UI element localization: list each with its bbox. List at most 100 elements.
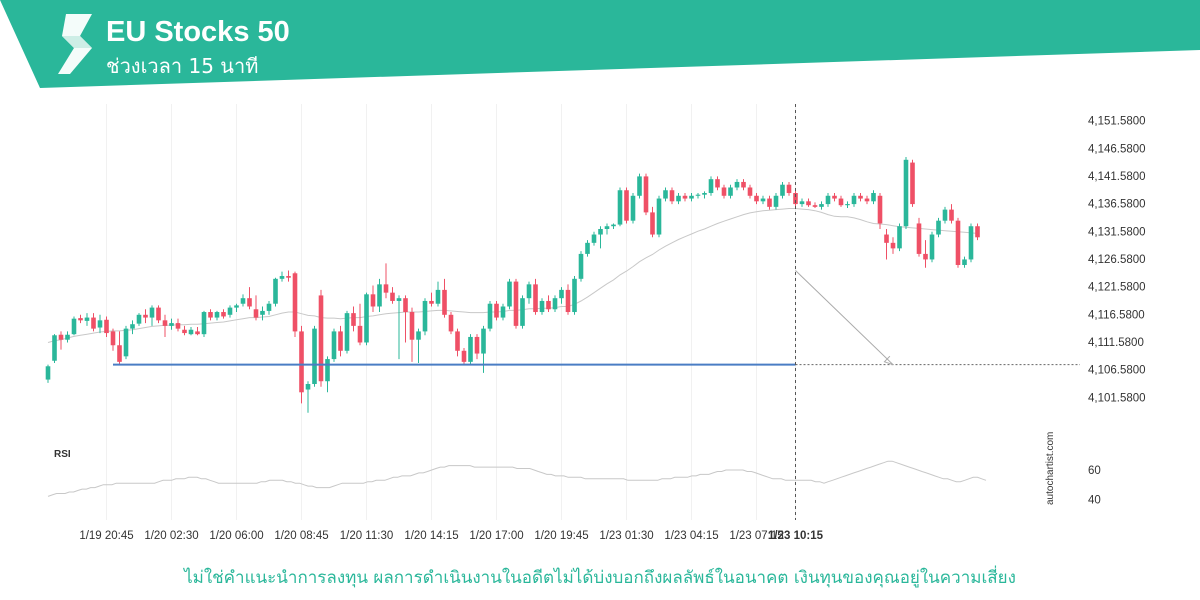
candle bbox=[526, 281, 532, 304]
candle-body bbox=[682, 195, 688, 199]
candle-body bbox=[617, 190, 623, 225]
candle bbox=[897, 223, 902, 252]
candle-body bbox=[474, 336, 480, 354]
candle bbox=[650, 206, 655, 238]
candle-body bbox=[318, 295, 324, 382]
rsi-panel: RSI 60 40 bbox=[47, 449, 1101, 506]
candle bbox=[949, 204, 954, 224]
candle-body bbox=[578, 253, 584, 279]
candle bbox=[273, 277, 278, 307]
candle bbox=[448, 312, 454, 335]
candle bbox=[474, 334, 480, 360]
candle bbox=[559, 287, 564, 304]
candle bbox=[175, 318, 181, 332]
candle-body bbox=[910, 162, 915, 205]
candle-body bbox=[585, 242, 590, 254]
candle-body bbox=[676, 195, 681, 202]
candle bbox=[403, 295, 408, 343]
candle bbox=[689, 193, 694, 202]
candle bbox=[156, 305, 161, 324]
candle-body bbox=[858, 195, 863, 199]
price-tick-label: 4,101.5800 bbox=[1088, 392, 1146, 404]
candle-body bbox=[279, 276, 285, 279]
candle-body bbox=[169, 323, 174, 326]
candle bbox=[630, 193, 636, 224]
time-tick-label: 1/20 11:30 bbox=[340, 530, 394, 542]
candle bbox=[208, 309, 213, 321]
candle bbox=[572, 276, 577, 315]
candle bbox=[429, 292, 434, 307]
candle-body bbox=[253, 309, 259, 318]
candle-body bbox=[890, 242, 896, 249]
candle-body bbox=[942, 209, 948, 221]
candles-group bbox=[45, 157, 980, 413]
candle-body bbox=[97, 320, 103, 328]
candle bbox=[695, 193, 701, 199]
candle bbox=[760, 195, 766, 205]
candle bbox=[344, 310, 350, 354]
candle-body bbox=[780, 184, 785, 196]
candle bbox=[812, 202, 818, 208]
candle-body bbox=[669, 190, 675, 202]
candle bbox=[754, 193, 759, 205]
candle-body bbox=[929, 234, 935, 260]
candle-body bbox=[630, 195, 636, 221]
candle bbox=[728, 184, 733, 199]
candle bbox=[773, 193, 779, 210]
candle bbox=[461, 348, 467, 365]
candle-body bbox=[149, 307, 155, 318]
candle-body bbox=[286, 276, 291, 278]
candle-body bbox=[136, 314, 142, 324]
candle bbox=[923, 240, 928, 268]
candle-body bbox=[292, 273, 298, 332]
candle bbox=[494, 300, 499, 321]
candle bbox=[877, 193, 883, 229]
candle bbox=[838, 195, 844, 207]
candle bbox=[604, 223, 610, 235]
candle bbox=[741, 179, 746, 191]
candle-body bbox=[877, 195, 883, 224]
candle-body bbox=[312, 328, 317, 384]
candle bbox=[110, 328, 116, 351]
candle bbox=[260, 306, 265, 321]
candle-body bbox=[604, 226, 610, 229]
candle-body bbox=[396, 298, 402, 301]
price-tick-label: 4,121.5800 bbox=[1088, 282, 1146, 294]
candle bbox=[864, 195, 870, 205]
candle bbox=[130, 320, 135, 335]
candle bbox=[890, 237, 896, 254]
candle-body bbox=[832, 195, 837, 199]
candle-body bbox=[234, 305, 239, 308]
price-tick-label: 4,146.5800 bbox=[1088, 143, 1146, 155]
time-tick-label: 1/19 20:45 bbox=[79, 530, 133, 542]
candle-body bbox=[91, 317, 96, 329]
candle bbox=[643, 173, 649, 216]
candle-body bbox=[247, 298, 252, 307]
candle bbox=[409, 307, 415, 362]
candle bbox=[819, 201, 824, 210]
candle bbox=[585, 240, 590, 257]
candle bbox=[747, 184, 753, 199]
candle bbox=[84, 313, 90, 326]
candle bbox=[78, 314, 83, 324]
candle-body bbox=[143, 314, 148, 318]
candle-body bbox=[643, 176, 649, 213]
candle-body bbox=[689, 195, 694, 199]
candle-body bbox=[390, 292, 395, 301]
candle-body bbox=[760, 198, 766, 202]
candle bbox=[351, 306, 356, 332]
candle bbox=[858, 193, 863, 202]
candle-body bbox=[507, 281, 512, 307]
candle-body bbox=[104, 319, 109, 334]
candle-body bbox=[598, 228, 603, 235]
candle-body bbox=[201, 312, 207, 335]
candle-body bbox=[799, 201, 805, 205]
candle-body bbox=[156, 307, 161, 321]
candle bbox=[910, 159, 915, 207]
candle-body bbox=[351, 313, 356, 326]
candle bbox=[975, 223, 980, 241]
candle-body bbox=[786, 184, 792, 194]
time-tick-label: 1/20 14:15 bbox=[404, 530, 458, 542]
autochartist-logo-icon bbox=[58, 14, 92, 74]
candle bbox=[331, 328, 337, 362]
